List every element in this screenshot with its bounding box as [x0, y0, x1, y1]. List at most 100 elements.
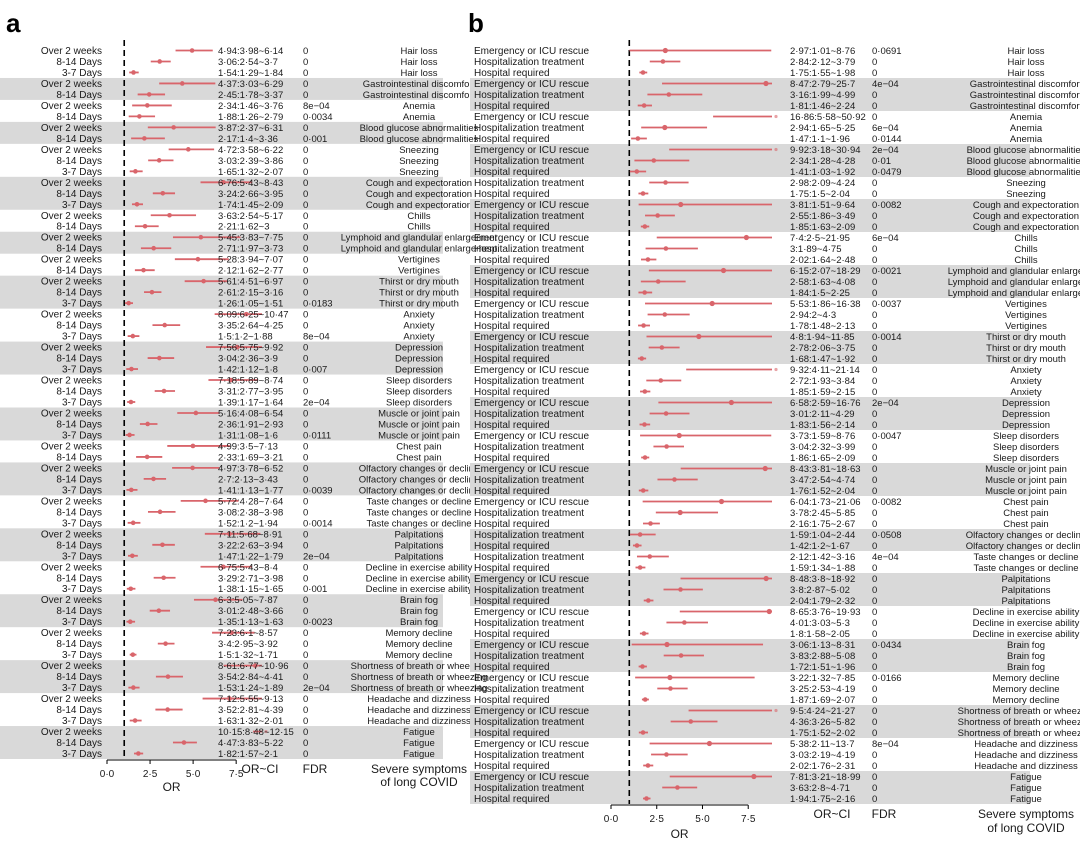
fdr-value: 0: [303, 573, 308, 584]
fdr-value: 0: [872, 453, 877, 464]
odds-ratio-point: [142, 223, 148, 229]
symptom-label: Hair loss: [401, 46, 438, 57]
fdr-value: 0·01: [872, 156, 891, 167]
symptom-label: Fatigue: [403, 727, 435, 738]
fdr-value: 0: [303, 628, 308, 639]
or-ci-value: 2·98:2·09~4·24: [790, 178, 855, 189]
fdr-value: 0·0479: [872, 167, 902, 178]
fdr-value: 2e−04: [303, 551, 330, 562]
fdr-value: 0·001: [303, 584, 327, 595]
symptom-label: Palpitations: [394, 540, 443, 551]
row-group-label: Over 2 weeks: [41, 441, 102, 452]
row-group-label: Emergency or ICU rescue: [474, 79, 589, 90]
odds-ratio-point: [642, 455, 648, 460]
odds-ratio-point: [171, 125, 176, 130]
symptom-label: Chills: [407, 222, 430, 233]
symptom-label: Thirst or dry mouth: [986, 354, 1066, 365]
fdr-value: 0: [303, 90, 308, 101]
or-ci-value: 1·78:1·48~2·13: [790, 321, 855, 332]
symptom-group-band: [0, 462, 443, 496]
row-group-label: Hospital required: [474, 387, 550, 398]
or-ci-value: 1·41:1·03~1·92: [790, 167, 855, 178]
or-ci-value: 1·54:1·29~1·84: [218, 68, 283, 79]
symptom-label: Chest pain: [1003, 519, 1048, 530]
symptom-label: Brain fog: [400, 617, 438, 628]
symptom-label: Sneezing: [399, 145, 439, 156]
fdr-value: 8e−04: [872, 739, 899, 750]
odds-ratio-point-offscale: [774, 114, 778, 119]
odds-ratio-point: [252, 663, 258, 668]
odds-ratio-point-offscale: [264, 729, 268, 734]
fdr-value: 0: [303, 222, 308, 233]
or-ci-value: 6·15:2·07~18·29: [790, 266, 861, 277]
odds-ratio-point: [637, 565, 643, 570]
or-ci-value: 1·53:1·24~1·89: [218, 683, 283, 694]
or-ci-value: 2·21:1·62~3: [218, 222, 270, 233]
odds-ratio-point: [662, 47, 668, 54]
or-ci-value: 4·94:3·98~6·14: [218, 46, 283, 57]
odds-ratio-point: [634, 543, 640, 548]
row-group-label: Hospitalization treatment: [474, 57, 584, 68]
row-group-label: Over 2 weeks: [41, 79, 102, 90]
symptom-label: Vertigines: [398, 255, 440, 266]
odds-ratio-point: [129, 366, 134, 372]
or-ci-value: 3·87:2·37~6·31: [218, 123, 283, 134]
row-group-label: 8-14 Days: [56, 266, 102, 277]
odds-ratio-point: [189, 48, 195, 53]
symptom-label: Taste changes or decline: [366, 507, 471, 518]
row-group-label: Hospitalization treatment: [474, 244, 584, 255]
odds-ratio-point: [130, 553, 135, 559]
odds-ratio-point: [763, 80, 769, 87]
row-group-label: Emergency or ICU rescue: [474, 431, 589, 442]
symptom-label: Olfactory changes or decline: [359, 485, 479, 496]
row-group-label: 3-7 Days: [62, 551, 102, 562]
fdr-value: 0: [303, 376, 308, 387]
or-ci-value: 1·82:1·57~2·1: [218, 749, 278, 760]
odds-ratio-point: [667, 674, 673, 681]
fdr-value: 0: [303, 277, 308, 288]
fdr-value: 0: [303, 562, 308, 573]
odds-ratio-point: [663, 180, 668, 185]
odds-ratio-point: [646, 598, 651, 603]
symptom-label: Fatigue: [1010, 772, 1042, 783]
or-ci-value: 2·7:2·13~3·43: [218, 474, 278, 485]
fdr-value: 0: [303, 79, 308, 90]
symptom-label: Anxiety: [1010, 365, 1041, 376]
fdr-value: 0·0183: [303, 299, 333, 310]
row-group-label: Over 2 weeks: [41, 178, 102, 189]
fdr-value: 0: [303, 145, 308, 156]
fdr-value: 4e−04: [872, 552, 899, 563]
symptom-label: Taste changes or decline: [973, 552, 1078, 563]
fdr-value: 0: [303, 529, 308, 540]
odds-ratio-point: [167, 212, 172, 218]
fdr-value: 0: [872, 68, 877, 79]
symptom-label: Olfactory changes or decline: [966, 541, 1080, 552]
or-ci-value: 2·94:2~4·3: [790, 310, 836, 321]
row-group-label: Hospital required: [474, 728, 550, 739]
fdr-value: 0: [872, 563, 877, 574]
fdr-value: 0: [872, 662, 877, 673]
odds-ratio-point: [136, 751, 141, 756]
odds-ratio-point: [660, 59, 666, 64]
row-group-label: Emergency or ICU rescue: [474, 497, 589, 508]
or-ci-value: 2·36:1·91~2·93: [218, 419, 283, 430]
row-group-label: Hospital required: [474, 794, 550, 805]
odds-ratio-point: [181, 740, 187, 745]
fdr-value: 0: [872, 310, 877, 321]
or-ci-value: 8·65:3·76~19·93: [790, 607, 861, 618]
fdr-value: 0: [303, 266, 308, 277]
odds-ratio-point: [688, 719, 694, 724]
fdr-value: 8e−04: [303, 101, 330, 112]
or-ci-value: 2·33:1·69~3·21: [218, 452, 283, 463]
symptom-label: Thirst or dry mouth: [986, 343, 1066, 354]
fdr-value: 0: [872, 222, 877, 233]
or-ci-value: 3·06:1·13~8·31: [790, 640, 855, 651]
or-ci-value: 10·15:8·48~12·15: [218, 727, 294, 738]
symptom-group-band: [470, 529, 1030, 551]
symptom-label: Hair loss: [1008, 68, 1045, 79]
odds-ratio-point: [651, 158, 657, 163]
odds-ratio-point: [145, 421, 150, 427]
row-group-label: Hospitalization treatment: [474, 717, 584, 728]
symptom-label: Shortness of breath or wheezing: [351, 683, 488, 694]
fdr-value: 0: [303, 474, 308, 485]
